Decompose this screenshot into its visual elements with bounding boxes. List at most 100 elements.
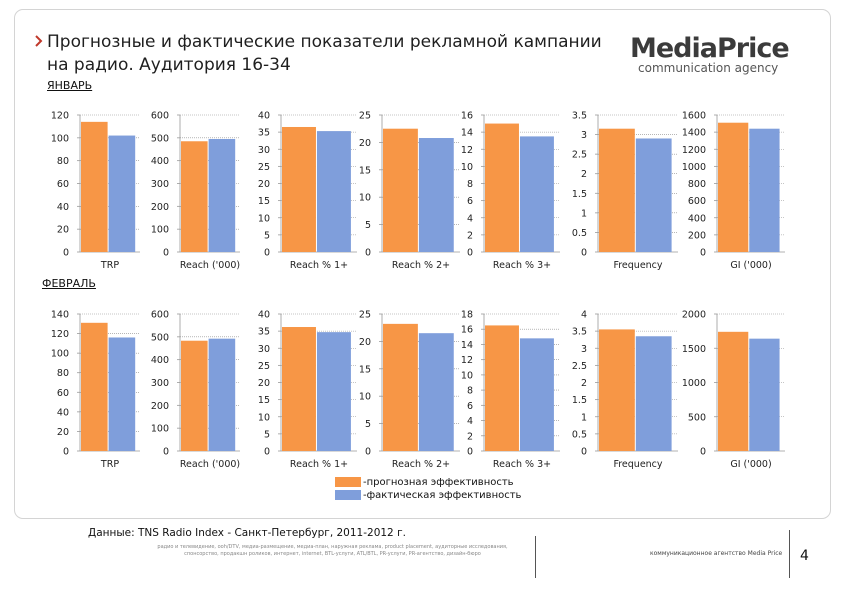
x-category-label: Reach % 2+ <box>392 260 450 271</box>
bar-forecast-feb-reach-000 <box>181 340 208 451</box>
logo-main-text: MediaPrice <box>630 33 790 64</box>
y-tick-label: 1.5 <box>572 189 587 200</box>
x-category-label: Reach % 1+ <box>290 260 348 271</box>
legend-item-actual: -фактическая эффективность <box>335 489 521 502</box>
legend-swatch-actual <box>335 490 361 500</box>
y-tick-label: 6 <box>467 196 473 207</box>
y-tick-label: 0 <box>365 447 371 458</box>
y-tick-label: 10 <box>461 162 473 173</box>
y-tick-label: 30 <box>258 344 270 355</box>
x-category-label: GI ('000) <box>730 459 771 470</box>
y-tick-label: 1 <box>581 412 587 423</box>
chart-jan-reach-2: 0 5 10 15 20 25 Reach % 2+ <box>359 111 460 271</box>
y-tick-label: 0 <box>63 447 69 458</box>
y-tick-label: 300 <box>151 378 169 389</box>
y-tick-label: 600 <box>151 111 169 122</box>
y-tick-label: 120 <box>51 329 69 340</box>
y-tick-label: 600 <box>688 196 706 207</box>
y-tick-label: 35 <box>258 327 270 338</box>
y-tick-label: 25 <box>258 361 270 372</box>
y-tick-label: 8 <box>467 179 473 190</box>
y-tick-label: 500 <box>688 412 706 423</box>
y-tick-label: 80 <box>57 156 69 167</box>
x-category-label: Reach ('000) <box>180 260 240 271</box>
y-tick-label: 8 <box>467 386 473 397</box>
y-tick-label: 3.5 <box>572 111 587 122</box>
y-tick-label: 10 <box>258 213 270 224</box>
y-tick-label: 3 <box>581 130 587 141</box>
bar-forecast-feb-reach-3 <box>485 325 519 451</box>
y-tick-label: 12 <box>461 355 473 366</box>
y-tick-label: 16 <box>461 111 473 122</box>
y-tick-label: 5 <box>365 220 371 231</box>
bar-actual-feb-frequency <box>635 336 672 451</box>
y-tick-label: 200 <box>688 230 706 241</box>
y-tick-label: 35 <box>258 128 270 139</box>
chart-jan-reach-000: 0 100 200 300 400 500 600 Reach ('000) <box>151 111 240 272</box>
x-category-label: GI ('000) <box>730 260 771 271</box>
y-tick-label: 0 <box>581 248 587 259</box>
y-tick-label: 100 <box>51 133 69 144</box>
chart-feb-reach-3: 0 2 4 6 8 10 12 14 16 18 Reach % 3+ <box>461 310 560 470</box>
bar-actual-feb-trp <box>108 337 136 451</box>
bar-forecast-jan-reach-1 <box>282 126 316 252</box>
y-tick-label: 15 <box>258 395 270 406</box>
y-tick-label: 0 <box>365 248 371 259</box>
y-tick-label: 2 <box>581 169 587 180</box>
bar-forecast-jan-gi-000 <box>718 122 749 252</box>
bar-actual-jan-reach-2 <box>418 138 454 252</box>
y-tick-label: 0 <box>700 447 706 458</box>
y-tick-label: 80 <box>57 368 69 379</box>
y-tick-label: 0 <box>581 447 587 458</box>
bar-forecast-jan-reach-2 <box>383 128 418 252</box>
bar-actual-feb-reach-3 <box>519 338 554 451</box>
y-tick-label: 1000 <box>682 378 706 389</box>
y-tick-label: 40 <box>57 202 69 213</box>
x-category-label: TRP <box>100 260 119 271</box>
bar-actual-jan-trp <box>108 135 136 252</box>
chart-jan-frequency: 0 0.5 1 1.5 2 2.5 3 3.5 Frequency <box>572 111 678 271</box>
y-tick-label: 300 <box>151 179 169 190</box>
y-tick-label: 60 <box>57 388 69 399</box>
y-tick-label: 20 <box>57 225 69 236</box>
bar-forecast-feb-frequency <box>599 329 635 451</box>
y-tick-label: 20 <box>258 179 270 190</box>
y-tick-label: 25 <box>359 310 371 321</box>
y-tick-label: 400 <box>151 156 169 167</box>
y-tick-label: 6 <box>467 401 473 412</box>
y-tick-label: 0 <box>63 248 69 259</box>
footer-divider-left <box>535 536 536 578</box>
y-tick-label: 30 <box>258 145 270 156</box>
bar-actual-feb-reach-000 <box>208 338 236 451</box>
chart-feb-reach-1: 0 5 10 15 20 25 30 35 40 Reach % 1+ <box>258 310 357 470</box>
media-price-logo: MediaPrice communication agency <box>630 33 800 78</box>
y-tick-label: 1 <box>581 208 587 219</box>
y-tick-label: 200 <box>151 401 169 412</box>
legend-label-actual: -фактическая эффективность <box>363 490 522 501</box>
bar-actual-jan-gi-000 <box>749 128 780 252</box>
bar-forecast-feb-reach-2 <box>383 323 418 451</box>
footer-agency: коммуникационное агентство Media Price <box>650 550 783 557</box>
y-tick-label: 1600 <box>682 111 706 122</box>
y-tick-label: 15 <box>258 196 270 207</box>
y-tick-label: 2.5 <box>572 150 587 161</box>
bar-forecast-jan-reach-3 <box>485 123 519 252</box>
chart-feb-gi-000: 0 500 1000 1500 2000 GI ('000) <box>682 310 785 470</box>
y-tick-label: 500 <box>151 332 169 343</box>
y-tick-label: 15 <box>359 364 371 375</box>
y-tick-label: 4 <box>581 310 587 321</box>
page-number: 4 <box>800 548 809 564</box>
y-tick-label: 0 <box>163 248 169 259</box>
y-tick-label: 10 <box>359 193 371 204</box>
y-tick-label: 1200 <box>682 145 706 156</box>
data-source: Данные: TNS Radio Index - Санкт-Петербур… <box>88 527 406 539</box>
y-tick-label: 3 <box>581 344 587 355</box>
y-tick-label: 1.5 <box>572 395 587 406</box>
y-tick-label: 40 <box>258 111 270 122</box>
y-tick-label: 100 <box>151 424 169 435</box>
x-category-label: Reach % 3+ <box>493 260 551 271</box>
y-tick-label: 15 <box>359 165 371 176</box>
chart-feb-frequency: 0 0.5 1 1.5 2 2.5 3 3.5 4 Frequency <box>572 310 678 470</box>
y-tick-label: 140 <box>51 310 69 321</box>
y-tick-label: 10 <box>258 412 270 423</box>
